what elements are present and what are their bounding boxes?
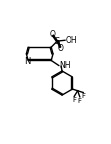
- Text: S: S: [55, 37, 60, 46]
- Text: N: N: [25, 57, 31, 66]
- Text: F: F: [72, 97, 76, 103]
- Text: F: F: [81, 93, 85, 99]
- Text: O: O: [49, 30, 55, 39]
- Text: NH: NH: [59, 61, 71, 70]
- Text: O: O: [57, 44, 63, 53]
- Text: F: F: [78, 98, 82, 104]
- Text: OH: OH: [65, 36, 77, 45]
